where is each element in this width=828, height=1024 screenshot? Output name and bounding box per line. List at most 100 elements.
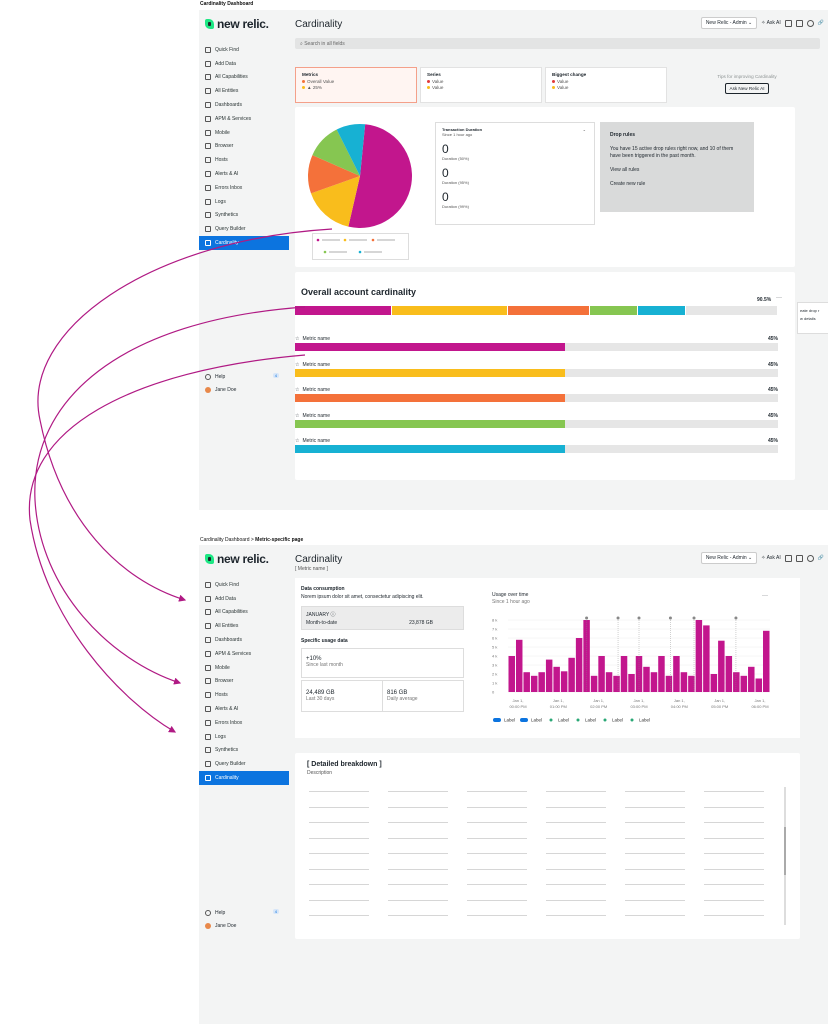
notes-icon[interactable] <box>784 19 792 27</box>
star-icon[interactable]: ☆ <box>295 412 300 419</box>
sidebar-item-query-builder[interactable]: Query Builder <box>199 757 289 771</box>
annotation-marker[interactable] <box>734 616 738 620</box>
logo-2[interactable]: new relic. <box>205 552 269 566</box>
usage-bar[interactable] <box>605 672 613 692</box>
link-icon[interactable]: 🔗 <box>817 20 824 26</box>
usage-bar[interactable] <box>703 625 710 692</box>
usage-bar[interactable] <box>673 656 680 692</box>
help-item[interactable]: Help 4 <box>199 906 289 919</box>
layout-icon[interactable] <box>795 554 803 562</box>
help-circle-icon[interactable] <box>806 554 814 562</box>
help-item[interactable]: Help 4 <box>199 370 289 383</box>
usage-bar[interactable] <box>523 672 530 692</box>
sidebar-item-quick-find[interactable]: Quick Find <box>199 578 289 592</box>
toggle-switch[interactable] <box>493 718 501 722</box>
annotation-marker[interactable] <box>692 616 696 620</box>
usage-bar[interactable] <box>748 666 755 692</box>
usage-bar[interactable] <box>598 656 605 692</box>
sidebar-item-errors-inbox[interactable]: Errors Inbox <box>199 181 289 195</box>
cardinality-segment[interactable] <box>391 306 508 315</box>
usage-bar[interactable] <box>530 675 538 692</box>
ask-ai-button[interactable]: ✧ Ask AI <box>761 20 781 26</box>
star-icon[interactable]: ☆ <box>295 387 300 393</box>
sidebar-item-synthetics[interactable]: Synthetics <box>199 209 289 223</box>
notes-icon[interactable] <box>784 554 792 562</box>
usage-bar[interactable] <box>725 656 733 692</box>
sidebar-item-errors-inbox[interactable]: Errors Inbox <box>199 716 289 730</box>
cardinality-segment[interactable] <box>507 306 590 315</box>
usage-bar[interactable] <box>620 656 628 692</box>
sidebar-item-synthetics[interactable]: Synthetics <box>199 744 289 758</box>
more-icon[interactable]: ··· <box>776 295 782 301</box>
usage-bar[interactable] <box>613 675 620 692</box>
sidebar-item-hosts[interactable]: Hosts <box>199 688 289 702</box>
summary-card-biggest-change[interactable]: Biggest change Value Value <box>545 67 667 103</box>
user-item[interactable]: Jane Doe <box>199 919 289 932</box>
account-select[interactable]: New Relic - Admin ⌄ <box>700 552 758 564</box>
ask-ai-button[interactable]: ✧ Ask AI <box>761 555 781 561</box>
sidebar-item-dashboards[interactable]: Dashboards <box>199 98 289 112</box>
create-new-rule-link[interactable]: Create new rule <box>610 181 646 187</box>
pie-slice[interactable] <box>308 155 360 194</box>
cardinality-segment[interactable] <box>589 306 638 315</box>
sidebar-item-all-entities[interactable]: All Entities <box>199 84 289 98</box>
usage-bar[interactable] <box>560 671 568 692</box>
sidebar-item-quick-find[interactable]: Quick Find <box>199 43 289 57</box>
sidebar-item-alerts-ai[interactable]: Alerts & AI <box>199 702 289 716</box>
sidebar-item-all-capabilities[interactable]: All Capabilities <box>199 606 289 620</box>
annotation-marker[interactable] <box>585 616 589 620</box>
sidebar-item-logs[interactable]: Logs <box>199 730 289 744</box>
usage-bar[interactable] <box>740 675 748 692</box>
summary-card-series[interactable]: Series Value Value <box>420 67 542 103</box>
usage-bar[interactable] <box>590 675 598 692</box>
annotation-marker[interactable] <box>637 616 641 620</box>
usage-bar[interactable] <box>628 674 635 692</box>
popup-view-details[interactable]: w details <box>800 316 816 321</box>
usage-bar[interactable] <box>763 630 770 692</box>
usage-bar[interactable] <box>733 672 740 692</box>
account-select[interactable]: New Relic - Admin ⌄ <box>700 17 758 29</box>
sidebar-item-cardinality[interactable]: Cardinality <box>199 771 289 785</box>
sidebar-item-apm-services[interactable]: APM & Services <box>199 112 289 126</box>
sidebar-item-browser[interactable]: Browser <box>199 675 289 689</box>
sidebar-item-mobile[interactable]: Mobile <box>199 661 289 675</box>
ask-new-relic-ai-button[interactable]: Ask New Relic AI <box>724 83 770 94</box>
more-icon[interactable]: ··· <box>762 593 768 599</box>
logo[interactable]: new relic. <box>205 17 269 31</box>
user-item[interactable]: Jane Doe <box>199 383 289 396</box>
sidebar-item-hosts[interactable]: Hosts <box>199 153 289 167</box>
metric-row[interactable]: ☆ Metric name 45% <box>295 361 778 377</box>
star-icon[interactable]: ☆ <box>295 438 300 444</box>
popup-create-drop-rule[interactable]: eate drop r <box>800 308 820 313</box>
usage-bar[interactable] <box>658 656 665 692</box>
cardinality-segment[interactable] <box>295 306 392 315</box>
usage-bar[interactable] <box>755 678 763 693</box>
layout-icon[interactable] <box>795 19 803 27</box>
search-input[interactable]: ⌕ Search in all fields <box>295 38 820 49</box>
summary-card-metrics[interactable]: Metrics Overall Value ▲ 25% <box>295 67 417 103</box>
help-circle-icon[interactable] <box>806 19 814 27</box>
usage-bar[interactable] <box>538 672 545 692</box>
sidebar-item-logs[interactable]: Logs <box>199 195 289 209</box>
star-icon[interactable]: ☆ <box>295 336 300 342</box>
usage-bar[interactable] <box>508 656 515 692</box>
metric-row[interactable]: ☆ Metric name 45% <box>295 336 778 351</box>
usage-bar[interactable] <box>710 674 718 692</box>
annotation-marker[interactable] <box>616 616 620 620</box>
star-icon[interactable]: ☆ <box>295 361 300 368</box>
link-icon[interactable]: 🔗 <box>817 555 824 561</box>
usage-bar[interactable] <box>718 640 725 692</box>
usage-bar[interactable] <box>688 675 695 692</box>
usage-bar[interactable] <box>545 659 553 692</box>
pie-slice[interactable] <box>336 124 366 176</box>
sidebar-item-dashboards[interactable]: Dashboards <box>199 633 289 647</box>
metric-row[interactable]: ☆ Metric name 45% <box>295 387 778 402</box>
sidebar-item-all-entities[interactable]: All Entities <box>199 619 289 633</box>
pie-slice[interactable] <box>310 176 360 227</box>
sidebar-item-apm-services[interactable]: APM & Services <box>199 647 289 661</box>
usage-bar[interactable] <box>695 620 703 692</box>
scrollbar[interactable] <box>784 787 786 925</box>
sidebar-item-add-data[interactable]: Add Data <box>199 592 289 606</box>
usage-bar[interactable] <box>553 666 560 692</box>
usage-bar[interactable] <box>643 666 650 692</box>
